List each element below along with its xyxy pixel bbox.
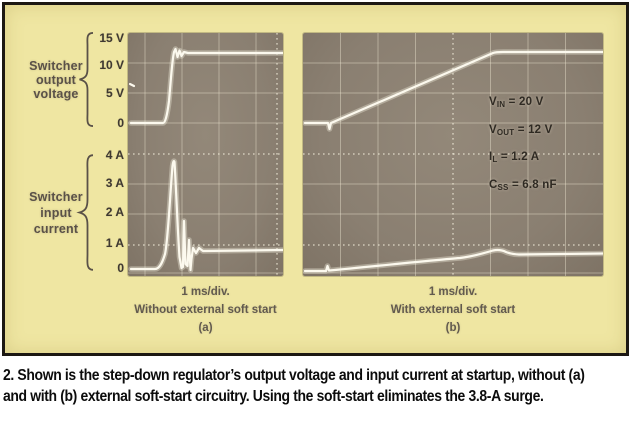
figure-caption-line-1: 2. Shown is the step-down regulator’s ou… [3, 367, 585, 384]
annotation-symbol: V [489, 96, 497, 108]
tick-1a: 1 A [105, 236, 124, 250]
figure-caption: 2. Shown is the step-down regulator’s ou… [3, 366, 640, 407]
output-voltage-brace [78, 32, 94, 127]
scope-panel-b: VIN = 20 V VOUT = 12 V IL = 1.2 A CSS = … [303, 33, 603, 276]
switcher-input-current-label: Switcher input current [18, 189, 94, 237]
group-label-line: Switcher [29, 59, 83, 73]
annotation-value: = 20 V [505, 96, 544, 108]
annotation-subscript: L [492, 155, 498, 164]
annotation-symbol: V [489, 123, 497, 136]
timebase-label-a: 1 ms/div. [181, 286, 230, 298]
annotation-symbol: I [489, 151, 493, 163]
timebase-label-b: 1 ms/div. [428, 286, 478, 298]
figure-caption-line-2: and with (b) external soft-start circuit… [3, 387, 544, 405]
switcher-output-voltage-label: Switcher output voltage [18, 59, 94, 101]
scope-a-graticule-and-traces [128, 33, 283, 276]
trigger-mark [128, 82, 136, 88]
annotation-vin: VIN = 20 V [489, 96, 557, 109]
tick-4a: 4 A [105, 148, 124, 162]
input-current-brace [78, 154, 94, 271]
group-label-line: Switcher [29, 190, 83, 204]
group-label-line: current [33, 222, 79, 236]
tick-15v: 15 V [99, 31, 124, 45]
annotation-il: IL = 1.2 A [489, 151, 557, 164]
group-label-line: voltage [33, 87, 79, 101]
panel-b-caption-block: 1 ms/div. With external soft start (b) [303, 286, 603, 334]
voltage-trace-a [128, 46, 283, 126]
scope-b-graticule-and-traces [303, 33, 603, 276]
group-label-line: input [40, 206, 72, 220]
annotation-value: = 1.2 A [497, 151, 540, 163]
annotation-value: = 6.8 nF [508, 178, 557, 191]
voltage-trace-b [303, 49, 603, 132]
tick-5v: 5 V [105, 86, 124, 100]
scope-panel-a [128, 33, 283, 276]
panel-a-caption-block: 1 ms/div. Without external soft start (a… [118, 286, 293, 334]
panel-caption-a: Without external soft start [134, 304, 277, 316]
tick-10v: 10 V [99, 58, 124, 72]
annotation-vout: VOUT = 12 V [489, 124, 557, 137]
current-trace-a [128, 158, 283, 273]
tick-3a: 3 A [105, 176, 124, 190]
test-conditions: VIN = 20 V VOUT = 12 V IL = 1.2 A CSS = … [489, 96, 557, 206]
annotation-symbol: C [489, 178, 498, 191]
panel-caption-b: With external soft start [390, 304, 516, 316]
annotation-css: CSS = 6.8 nF [489, 179, 557, 192]
annotation-value: = 12 V [514, 123, 553, 136]
scope-grid [303, 33, 603, 276]
tick-0a: 0 [117, 261, 124, 275]
current-trace-b [303, 247, 603, 274]
group-label-line: output [35, 73, 77, 87]
tick-2a: 2 A [105, 205, 124, 219]
annotation-subscript: SS [497, 182, 509, 192]
annotation-subscript: OUT [496, 127, 515, 137]
panel-tag-b: (b) [445, 322, 461, 334]
tick-0v: 0 [117, 116, 124, 130]
scope-grid [128, 33, 283, 276]
panel-tag-a: (a) [198, 322, 213, 334]
annotation-subscript: IN [496, 100, 506, 109]
